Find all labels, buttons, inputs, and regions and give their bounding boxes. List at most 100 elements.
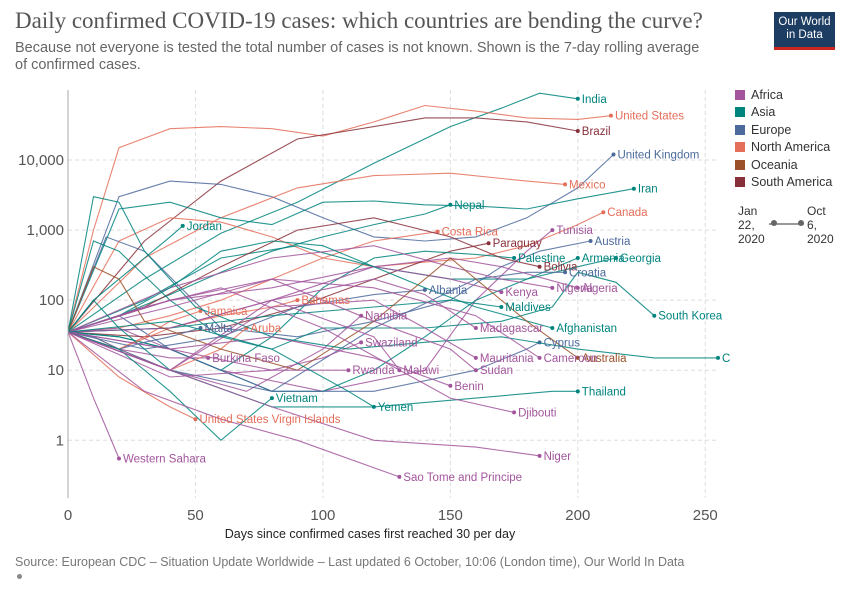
source-note: Source: European CDC – Situation Update … [15, 555, 685, 569]
timeline-start-label: Jan 22, 2020 [738, 204, 765, 246]
x-axis-label: Days since confirmed cases first reached… [224, 527, 516, 541]
timeline-end-label: Oct 6, 2020 [807, 204, 834, 246]
series-label: Benin [454, 381, 483, 393]
series-label: Afghanistan [556, 323, 617, 335]
legend-item[interactable]: North America [735, 139, 832, 157]
series-end-point [499, 304, 504, 309]
series-end-point [346, 368, 351, 373]
series-line [67, 257, 579, 371]
series-line [67, 240, 553, 333]
series-label: Vietnam [276, 393, 318, 405]
series-label: Cyprus [544, 337, 581, 349]
series-end-point [563, 270, 568, 275]
series-end-point [550, 228, 555, 233]
series-line [67, 104, 611, 333]
legend-item[interactable]: South America [735, 174, 832, 192]
legend-item[interactable]: Asia [735, 104, 832, 122]
y-tick-label: 10 [47, 362, 64, 379]
timeline-end-handle[interactable] [798, 220, 804, 226]
series-line [67, 154, 614, 333]
legend-swatch [735, 177, 745, 188]
series-end-point [575, 285, 580, 290]
series-end-point [473, 368, 478, 373]
series-end-point [269, 396, 274, 401]
series-line [67, 331, 120, 459]
series-end-point [198, 309, 203, 314]
series-line [67, 172, 566, 333]
series-line [67, 331, 196, 420]
series-end-point [575, 255, 580, 260]
legend-swatch [735, 107, 745, 118]
series-label: Palestine [518, 253, 565, 265]
series-end-point [614, 255, 619, 260]
series-end-point [537, 453, 542, 458]
legend-swatch [735, 124, 745, 135]
series-end-point [575, 128, 580, 133]
series-end-point [473, 355, 478, 360]
series-label: United States [615, 111, 684, 123]
legend-label: North America [751, 140, 831, 155]
series-line [67, 188, 634, 333]
timeline-slider[interactable]: Jan 22, 2020 Oct 6, 2020 [735, 204, 840, 248]
y-tick-label: 10,000 [18, 152, 64, 169]
series-label: Georgia [620, 253, 662, 265]
series-label: Costa Rica [442, 227, 499, 239]
series-end-point [608, 113, 613, 118]
x-tick-label: 0 [64, 507, 72, 520]
series-label: Swaziland [365, 337, 417, 349]
series-end-point [448, 383, 453, 388]
x-tick-label: 250 [693, 507, 718, 520]
series-label: Mexico [569, 179, 605, 191]
series-end-point [652, 313, 657, 318]
line-chart: India United States Brazil United Kingdom Me… [18, 90, 730, 520]
series-line [67, 331, 540, 457]
series-end-point [601, 210, 606, 215]
series-label: Austria [595, 236, 631, 248]
legend: Africa Asia Europe North America Oceania Sout… [735, 86, 832, 191]
legend-label: Europe [751, 122, 792, 137]
legend-item[interactable]: Africa [735, 86, 832, 104]
series-label: Bahamas [301, 295, 350, 307]
series-label: Mauritania [480, 353, 534, 365]
logo-line-1: Our World [778, 16, 831, 28]
series-end-point [193, 417, 198, 422]
y-tick-label: 1,000 [26, 222, 64, 239]
series-label: Malta [205, 323, 234, 335]
series-label: Western Sahara [123, 453, 206, 465]
series-label: Namibia [365, 311, 408, 323]
series-end-point [371, 404, 376, 409]
x-tick-label: 100 [310, 507, 335, 520]
chart-subtitle: Because not everyone is tested the total… [15, 40, 700, 73]
series-line [67, 92, 578, 333]
series-line [67, 278, 477, 371]
series-lines [67, 92, 720, 479]
series-end-point [537, 355, 542, 360]
series-label: South Korea [658, 311, 723, 323]
series-label: Malawi [403, 365, 439, 377]
series-end-point [550, 326, 555, 331]
series-end-point [435, 229, 440, 234]
series-line [67, 320, 375, 408]
series-label: Madagascar [480, 323, 543, 335]
series-end-point [512, 410, 517, 415]
y-tick-label: 1 [56, 432, 64, 449]
series-line [67, 271, 566, 392]
axes: 1 10 100 1,000 10,000 0 50 100 150 200 250 [18, 90, 718, 520]
series-label: Algeria [582, 283, 618, 295]
series-end-point [295, 298, 300, 303]
series-label: Maldives [505, 302, 551, 314]
legend-label: Asia [751, 105, 776, 120]
series-label: Bolivia [544, 262, 578, 274]
series-end-point [448, 202, 453, 207]
series-line [67, 331, 540, 392]
timeline-track[interactable] [769, 223, 804, 225]
owid-logo[interactable]: Our World in Data [774, 12, 835, 50]
legend-item[interactable]: Oceania [735, 156, 832, 174]
series-line [67, 266, 502, 333]
series-label: Brazil [582, 126, 611, 138]
footer-dot [17, 574, 22, 579]
logo-accent-bar [774, 47, 835, 50]
series-end-point [550, 285, 555, 290]
legend-item[interactable]: Europe [735, 121, 832, 139]
timeline-start-handle[interactable] [771, 220, 777, 226]
